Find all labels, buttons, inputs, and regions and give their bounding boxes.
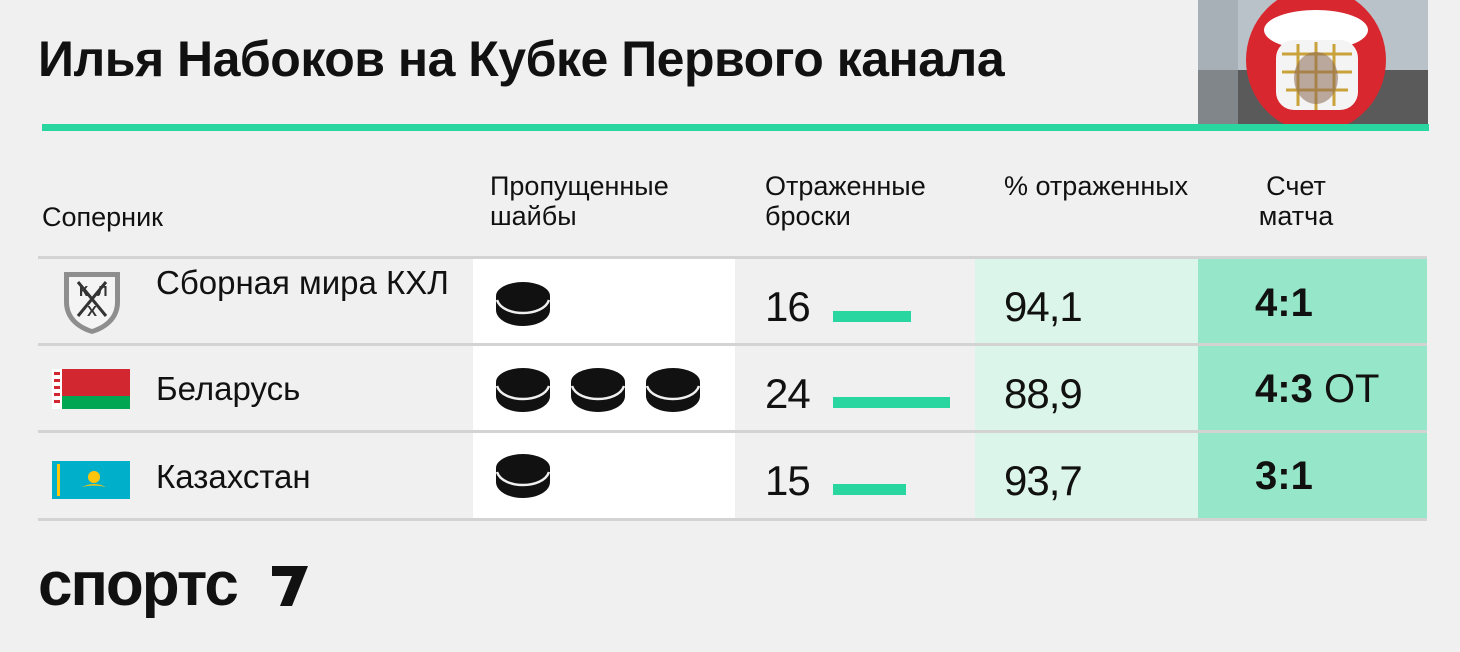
hockey-puck-icon <box>644 366 702 414</box>
score-value: 4:3 <box>1255 367 1313 411</box>
saves-value: 15 <box>765 457 811 504</box>
hockey-puck-icon <box>494 452 552 500</box>
pct-column-bg <box>975 258 1198 520</box>
row-divider <box>38 430 1427 433</box>
overtime-label: ОТ <box>1323 367 1380 411</box>
hockey-puck-icon <box>569 366 627 414</box>
page-title: Илья Набоков на Кубке Первого канала <box>38 31 1005 87</box>
kazakhstan-flag-icon <box>52 461 130 499</box>
save-pct-value: 88,9 <box>1004 370 1083 417</box>
save-pct-value: 93,7 <box>1004 457 1083 504</box>
brand-logo: спортс <box>38 550 239 619</box>
saves-bar <box>833 484 907 495</box>
header-goals-against: Пропущенные шайбы <box>490 171 669 231</box>
saves-bar <box>833 311 911 322</box>
save-pct-value: 94,1 <box>1004 283 1083 330</box>
team-name: Сборная мира КХЛ <box>156 264 449 301</box>
svg-text:Л: Л <box>97 283 108 300</box>
goalie-photo <box>1198 0 1428 124</box>
saves-value: 24 <box>765 370 811 417</box>
team-name: Казахстан <box>156 458 311 495</box>
header-score: Счет матча <box>1258 171 1334 231</box>
header-save-pct: % отраженных <box>1004 171 1189 201</box>
svg-text:Х: Х <box>87 303 97 320</box>
header-opponent: Соперник <box>42 202 163 232</box>
header-saves: Отраженные броски <box>765 171 926 231</box>
brand-slash-icon <box>270 560 310 610</box>
row-divider <box>38 518 1427 521</box>
title-rule <box>42 124 1429 131</box>
belarus-flag-icon <box>52 369 130 409</box>
match-score: 4:1 <box>1255 282 1313 324</box>
saves-value: 16 <box>765 283 811 330</box>
saves-bar <box>833 397 950 408</box>
hockey-puck-icon <box>494 280 552 328</box>
row-divider <box>38 256 1427 259</box>
score-column-bg <box>1198 258 1427 520</box>
hockey-puck-icon <box>494 366 552 414</box>
match-score: 4:3 ОТ <box>1255 368 1379 410</box>
team-name: Беларусь <box>156 370 301 407</box>
match-score: 3:1 <box>1255 455 1313 497</box>
score-value: 3:1 <box>1255 454 1313 498</box>
score-value: 4:1 <box>1255 281 1313 325</box>
row-divider <box>38 343 1427 346</box>
kxl-logo-icon: К Л Х <box>60 268 124 336</box>
